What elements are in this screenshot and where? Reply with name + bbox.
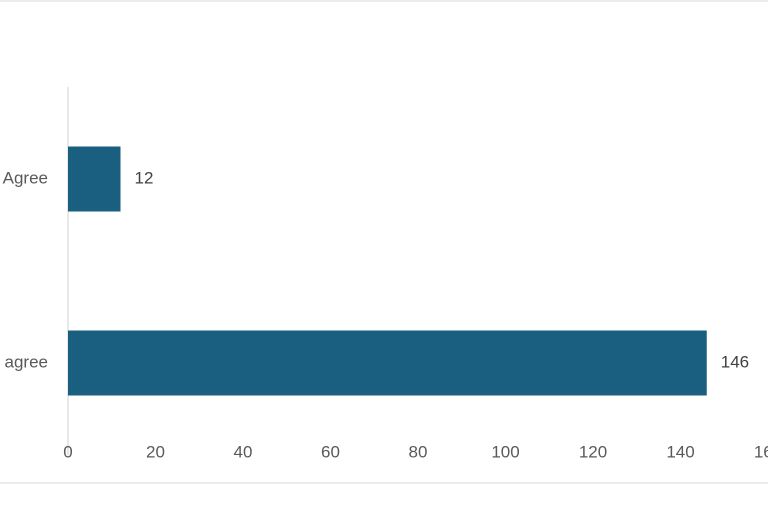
bar (68, 330, 707, 396)
y-tick-label: Agree (3, 168, 48, 187)
bar (68, 146, 121, 212)
x-tick-label: 100 (491, 442, 519, 461)
x-tick-label: 80 (409, 442, 428, 461)
x-tick-label: 120 (579, 442, 607, 461)
x-tick-label: 20 (146, 442, 165, 461)
x-tick-label: 160 (754, 442, 768, 461)
y-tick-label: agree (5, 352, 48, 371)
value-label: 146 (721, 352, 749, 371)
x-tick-label: 60 (321, 442, 340, 461)
x-tick-label: 140 (666, 442, 694, 461)
x-tick-label: 40 (234, 442, 253, 461)
value-label: 12 (135, 168, 154, 187)
x-tick-label: 0 (63, 442, 72, 461)
